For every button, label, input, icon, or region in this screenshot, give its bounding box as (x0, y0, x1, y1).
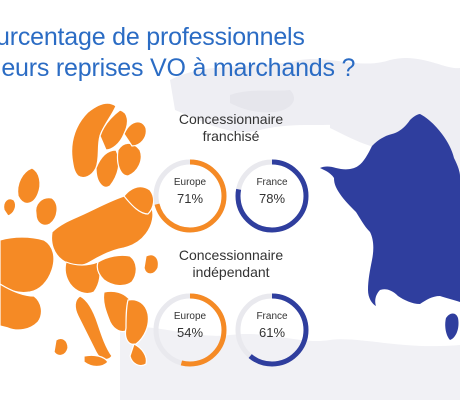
donut-label-franchise-france: France 78% (242, 177, 302, 207)
section-title-franchise-line2: franchisé (202, 128, 260, 144)
section-title-independent-line2: indépendant (192, 264, 270, 280)
donut-value-label: 54% (176, 325, 204, 340)
donut-independent-europe (153, 293, 227, 367)
donut-arc-franchise-france (235, 159, 309, 233)
section-title-franchise-line1: Concessionnaire (178, 111, 284, 127)
donut-region-label: France (256, 311, 288, 322)
section-title-franchise: Concessionnaire franchisé (131, 111, 331, 145)
donut-independent-france (235, 293, 309, 367)
donut-franchise-france (235, 159, 309, 233)
donut-label-independent-europe: Europe 54% (160, 311, 220, 341)
title-line-2: leurs reprises VO à marchands ? (0, 54, 356, 82)
donut-arc-franchise-europe (153, 159, 227, 233)
donut-arc-independent-france (235, 293, 309, 367)
page-title: urcentage de professionnels leurs repris… (0, 22, 456, 84)
section-title-independent-line1: Concessionnaire (178, 247, 284, 263)
donut-value-label: 61% (258, 325, 286, 340)
donut-value-label: 78% (258, 191, 286, 206)
donut-arc-independent-europe (153, 293, 227, 367)
title-line-1: urcentage de professionnels (0, 23, 305, 51)
donut-label-independent-france: France 61% (242, 311, 302, 341)
section-title-independent: Concessionnaire indépendant (131, 247, 331, 281)
donut-region-label: Europe (173, 311, 207, 322)
donut-region-label: France (256, 177, 288, 188)
donut-region-label: Europe (173, 177, 207, 188)
donut-value-label: 71% (176, 191, 204, 206)
donut-franchise-europe (153, 159, 227, 233)
donut-label-franchise-europe: Europe 71% (160, 177, 220, 207)
